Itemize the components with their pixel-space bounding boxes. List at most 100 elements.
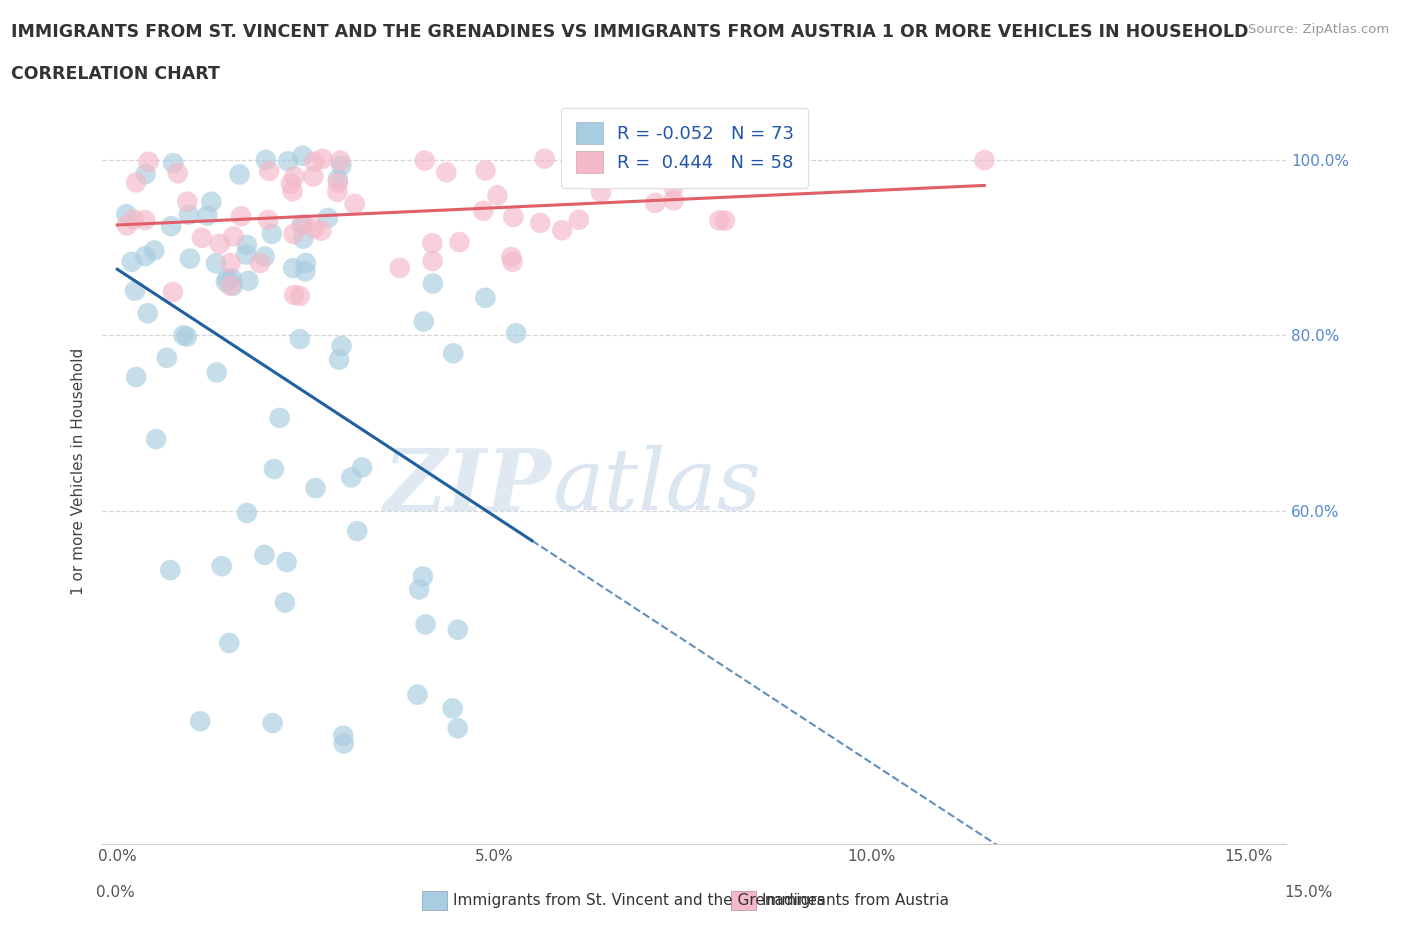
Point <box>283 169 305 184</box>
Point <box>714 213 737 228</box>
Point <box>434 165 457 179</box>
Point <box>177 207 200 222</box>
Point <box>262 715 284 730</box>
Point <box>346 524 368 538</box>
Point <box>217 271 239 286</box>
Point <box>218 635 240 650</box>
Point <box>191 231 214 246</box>
Point <box>219 256 242 271</box>
Point <box>449 234 471 249</box>
Point <box>502 209 524 224</box>
Point <box>179 251 201 266</box>
Point <box>474 290 496 305</box>
Point <box>486 188 509 203</box>
Point <box>125 175 148 190</box>
Point <box>422 254 444 269</box>
Point <box>406 687 429 702</box>
Point <box>408 582 430 597</box>
Point <box>176 329 198 344</box>
Point <box>326 184 349 199</box>
Point <box>283 227 305 242</box>
Legend: R = -0.052   N = 73, R =  0.444   N = 58: R = -0.052 N = 73, R = 0.444 N = 58 <box>561 108 808 188</box>
Point <box>159 563 181 578</box>
Point <box>505 326 527 340</box>
Point <box>219 278 242 293</box>
Point <box>121 255 143 270</box>
Point <box>211 559 233 574</box>
Point <box>474 163 496 178</box>
Point <box>257 212 280 227</box>
Point <box>277 153 299 168</box>
Point <box>329 153 352 168</box>
Point <box>176 194 198 209</box>
Point <box>188 714 211 729</box>
Point <box>302 169 325 184</box>
Point <box>340 470 363 485</box>
Point <box>173 328 195 343</box>
Point <box>472 204 495 219</box>
Point <box>160 219 183 233</box>
Point <box>304 481 326 496</box>
Point <box>138 154 160 169</box>
Point <box>200 194 222 209</box>
Text: Immigrants from Austria: Immigrants from Austria <box>762 893 949 908</box>
Point <box>644 195 666 210</box>
Point <box>291 148 314 163</box>
Point <box>412 314 434 329</box>
Point <box>294 264 316 279</box>
Point <box>304 154 326 169</box>
Text: CORRELATION CHART: CORRELATION CHART <box>11 65 221 83</box>
Point <box>134 248 156 263</box>
Point <box>254 153 277 167</box>
Point <box>312 152 335 166</box>
Point <box>502 255 524 270</box>
Point <box>281 260 304 275</box>
Point <box>122 212 145 227</box>
Point <box>269 410 291 425</box>
Point <box>441 701 464 716</box>
Point <box>295 256 318 271</box>
Point <box>441 346 464 361</box>
Text: 15.0%: 15.0% <box>1285 885 1333 900</box>
Point <box>779 167 801 182</box>
Point <box>316 210 339 225</box>
Point <box>136 306 159 321</box>
Text: ZIP: ZIP <box>384 445 553 528</box>
Point <box>662 193 685 207</box>
Point <box>422 276 444 291</box>
Point <box>311 223 333 238</box>
Point <box>276 554 298 569</box>
Point <box>167 166 190 180</box>
Point <box>143 243 166 258</box>
Point <box>333 737 356 751</box>
Point <box>125 369 148 384</box>
Point <box>215 274 238 289</box>
Point <box>413 153 436 168</box>
Point <box>115 206 138 221</box>
Point <box>281 184 304 199</box>
Point <box>568 212 591 227</box>
Point <box>529 216 551 231</box>
Text: Immigrants from St. Vincent and the Grenadines: Immigrants from St. Vincent and the Gren… <box>453 893 825 908</box>
Point <box>222 278 245 293</box>
Text: 0.0%: 0.0% <box>96 885 135 900</box>
Point <box>280 176 302 191</box>
Point <box>330 158 353 173</box>
Point <box>260 226 283 241</box>
Text: Source: ZipAtlas.com: Source: ZipAtlas.com <box>1249 23 1389 36</box>
Point <box>292 232 315 246</box>
Point <box>238 273 260 288</box>
Point <box>662 180 685 195</box>
Point <box>115 218 138 232</box>
Text: atlas: atlas <box>553 445 761 527</box>
Point <box>236 506 259 521</box>
Point <box>332 728 354 743</box>
Point <box>501 249 523 264</box>
Point <box>352 460 374 475</box>
Point <box>388 260 411 275</box>
Point <box>156 351 179 365</box>
Point <box>551 223 574 238</box>
Point <box>205 365 228 379</box>
Point <box>659 157 682 172</box>
Point <box>274 595 297 610</box>
